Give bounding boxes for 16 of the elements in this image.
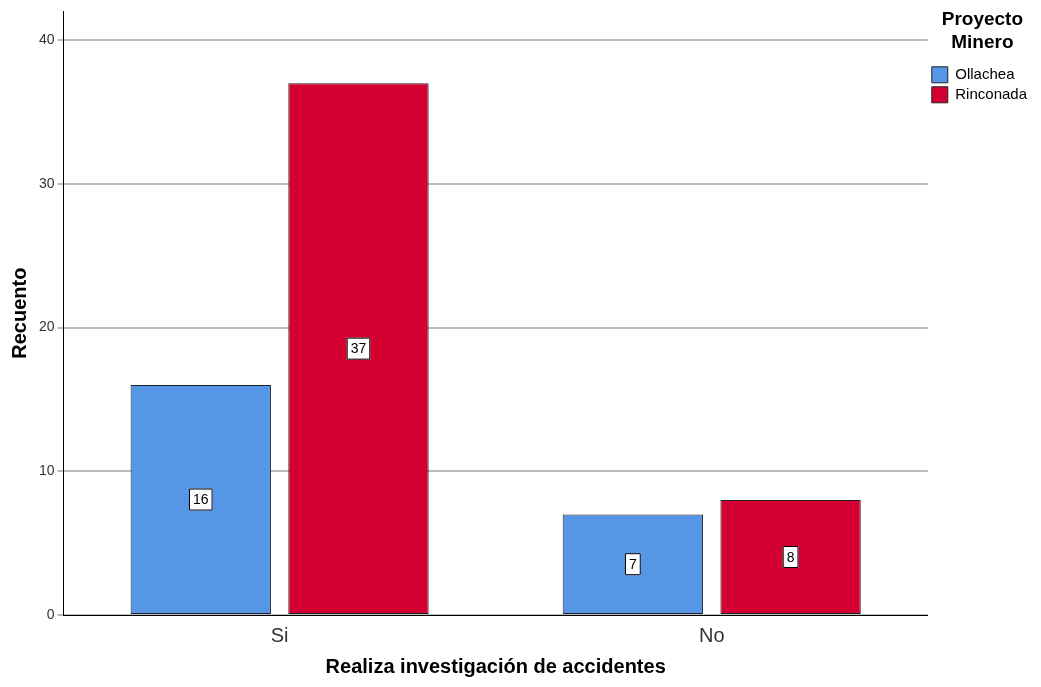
y-tick-label: 0 bbox=[46, 605, 55, 622]
data-label: 37 bbox=[350, 340, 367, 357]
legend-title: Proyecto Minero bbox=[941, 7, 1024, 52]
y-tick-label: 40 bbox=[38, 31, 55, 47]
y-axis-title: Recuento bbox=[7, 267, 30, 359]
data-label: 7 bbox=[628, 556, 637, 573]
y-tick-label: 30 bbox=[38, 174, 55, 191]
data-label: 8 bbox=[786, 548, 795, 565]
data-label: 16 bbox=[192, 491, 209, 508]
legend-label: Ollachea bbox=[955, 64, 1016, 82]
y-tick-label: 20 bbox=[38, 318, 55, 335]
x-tick-label: No bbox=[698, 623, 725, 646]
x-axis-title: Realiza investigación de accidentes bbox=[325, 654, 666, 677]
x-tick-label: Si bbox=[270, 623, 289, 646]
legend-label: Rinconada bbox=[955, 84, 1028, 102]
y-tick-label: 10 bbox=[38, 462, 55, 479]
